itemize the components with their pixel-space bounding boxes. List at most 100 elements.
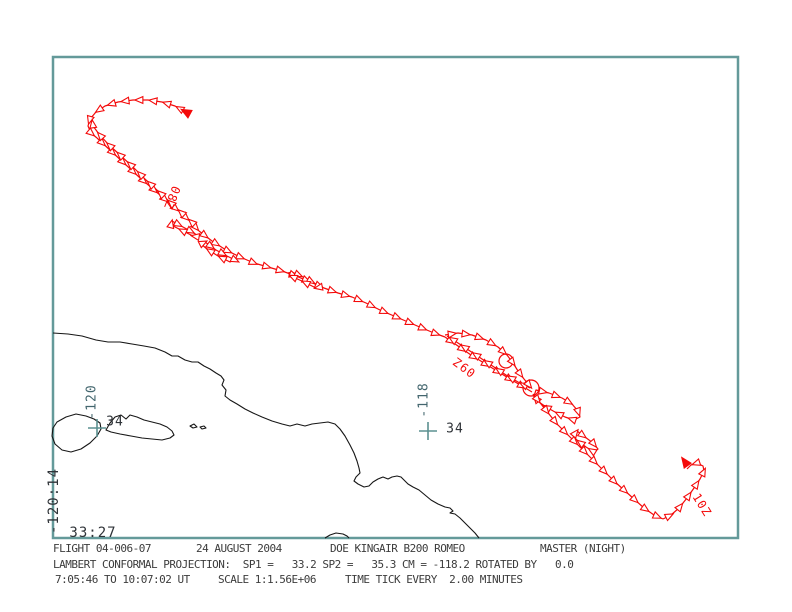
time-tick	[261, 261, 273, 270]
time-tick	[575, 439, 587, 449]
time-tick	[229, 254, 241, 263]
time-tick	[187, 218, 198, 229]
time-tick	[116, 151, 127, 162]
longitude-label: -118	[416, 382, 432, 418]
time-tick	[618, 484, 629, 495]
time-tick	[531, 393, 542, 405]
time-tick	[404, 317, 416, 326]
flight-id-text: FLIGHT 04-006-07	[53, 542, 151, 555]
time-tick	[177, 208, 188, 219]
time-tick	[274, 265, 286, 274]
time-tick	[483, 359, 494, 369]
longitude-label: -120	[84, 384, 100, 420]
time-tick	[430, 328, 441, 337]
time-tick	[96, 136, 107, 147]
time-tick	[587, 447, 598, 457]
scale-text: SCALE 1:1.56E+06	[218, 573, 316, 586]
time-tick	[549, 415, 559, 426]
time-tick	[85, 127, 96, 137]
time-tick	[106, 98, 117, 107]
time-tick	[506, 356, 516, 367]
graticule-cross	[419, 422, 437, 440]
time-tick	[540, 404, 550, 415]
time-tick	[461, 329, 472, 338]
time-tick	[682, 491, 692, 502]
time-tick	[562, 396, 574, 405]
time-tick	[197, 240, 209, 249]
time-tick-text: TIME TICK EVERY 2.00 MINUTES	[345, 573, 523, 586]
time-tick	[473, 332, 485, 341]
time-tick	[166, 199, 178, 210]
time-tick	[572, 406, 581, 418]
time-tick	[198, 229, 210, 239]
time-tick	[172, 218, 184, 228]
time-tick	[287, 274, 299, 283]
time-tick	[651, 510, 663, 519]
time-tick	[459, 344, 471, 354]
coastline-catalina-sliver	[324, 532, 350, 539]
corner-latitude-label: 33:27	[69, 525, 117, 541]
time-tick	[177, 228, 189, 237]
time-tick	[514, 367, 524, 379]
time-tick	[674, 502, 684, 513]
time-tick	[576, 429, 588, 439]
time-tick	[146, 180, 157, 191]
time-tick	[471, 351, 483, 361]
end-marker	[680, 456, 693, 470]
time-range-text: 7:05:46 TO 10:07:02 UT	[55, 573, 190, 586]
time-tick	[340, 289, 352, 299]
time-tick	[300, 280, 312, 289]
time-tick	[522, 378, 533, 390]
time-tick	[204, 240, 216, 250]
coastline-santa-cruz-island	[105, 414, 175, 441]
time-tick	[189, 232, 201, 242]
mission-text: MASTER (NIGHT)	[540, 542, 626, 555]
time-tick	[663, 513, 675, 522]
time-tick	[628, 493, 640, 504]
time-tick	[313, 282, 324, 291]
time-tick	[598, 465, 609, 476]
map-frame	[51, 55, 740, 540]
time-tick	[247, 257, 259, 265]
flight-track-descend-leg	[532, 393, 664, 520]
time-tick	[86, 114, 95, 126]
time-tick	[391, 311, 403, 320]
time-tick	[494, 367, 506, 377]
time-tick	[537, 386, 549, 395]
time-tick	[136, 170, 147, 181]
time-tick	[697, 466, 706, 478]
time-tick	[690, 457, 702, 466]
projection-text: LAMBERT CONFORMAL PROJECTION: SP1 = 33.2…	[53, 558, 574, 571]
time-tick	[587, 437, 598, 449]
time-tick	[378, 306, 390, 314]
time-tick	[568, 435, 579, 446]
time-tick	[222, 245, 233, 254]
time-tick	[210, 237, 221, 247]
time-tick	[550, 390, 562, 399]
time-tick	[133, 95, 144, 105]
coastline-anacapa-islet-2	[199, 425, 207, 430]
time-tick	[506, 375, 518, 384]
time-tick	[447, 330, 458, 339]
time-tick	[105, 141, 116, 152]
coastline-anacapa-islet-1	[189, 423, 198, 429]
time-tick	[166, 218, 175, 230]
time-tick	[558, 425, 569, 436]
time-tick	[326, 285, 338, 294]
time-tick	[94, 104, 105, 114]
time-tick	[486, 337, 497, 347]
time-tick	[353, 294, 364, 303]
time-tick	[417, 322, 428, 331]
time-tick	[126, 160, 137, 171]
time-tick	[690, 479, 700, 491]
time-tick	[161, 100, 173, 109]
time-tick	[448, 336, 459, 346]
time-tick	[234, 251, 246, 260]
time-tick	[156, 189, 167, 200]
time-tick	[554, 411, 565, 420]
time-tick	[578, 445, 589, 456]
corner-longitude-label: -120:14	[46, 467, 62, 535]
graticule-cross	[88, 419, 106, 437]
